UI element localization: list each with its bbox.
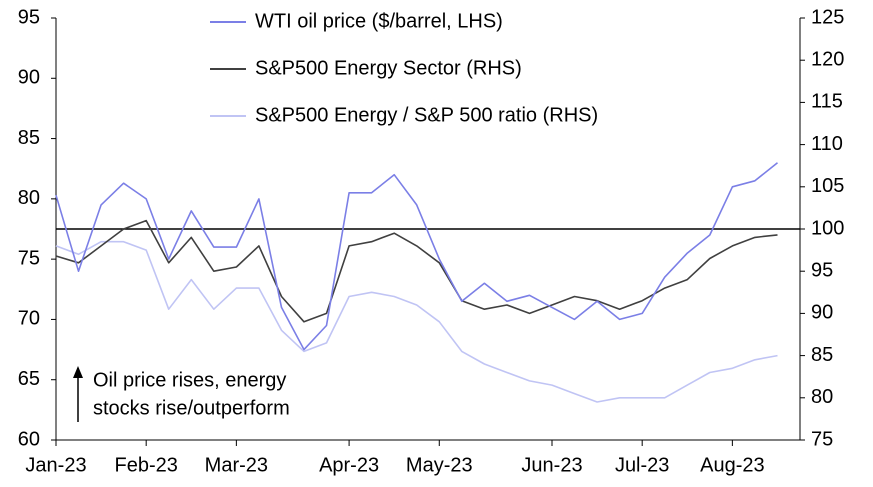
legend-label: S&P500 Energy / S&P 500 ratio (RHS) [255,104,598,126]
y2-tick-label: 90 [811,302,833,324]
annotation-arrowhead [73,366,83,378]
x-tick-label: Apr-23 [319,454,379,476]
x-tick-label: May-23 [406,454,473,476]
series-line [55,162,779,351]
y2-tick-label: 85 [811,344,833,366]
y2-tick-label: 115 [811,91,843,113]
y-tick-label: 85 [18,127,40,149]
y2-tick-label: 125 [811,6,844,28]
legend-label: WTI oil price ($/barrel, LHS) [255,10,503,32]
annotation: stocks rise/outperform [93,397,290,419]
y-tick-label: 70 [18,308,40,330]
y-tick-label: 60 [18,428,40,450]
y-tick-label: 90 [18,67,40,89]
y2-tick-label: 100 [811,217,844,239]
x-tick-label: Jan-23 [25,454,86,476]
y2-tick-label: 95 [811,259,833,281]
y-tick-label: 95 [18,6,40,28]
y2-tick-label: 75 [811,428,833,450]
annotation: Oil price rises, energy [93,369,286,391]
x-tick-label: Aug-23 [700,454,765,476]
y-tick-label: 75 [18,247,40,269]
x-tick-label: Feb-23 [114,454,177,476]
legend-label: S&P500 Energy Sector (RHS) [255,57,522,79]
y2-tick-label: 120 [811,48,844,70]
y2-tick-label: 110 [811,133,843,155]
series-line [55,219,778,323]
x-tick-label: Jul-23 [615,454,669,476]
series-line [55,240,778,403]
y-tick-label: 80 [18,187,40,209]
y-tick-label: 65 [18,368,40,390]
y2-tick-label: 105 [811,175,844,197]
y2-tick-label: 80 [811,386,833,408]
x-tick-label: Jun-23 [521,454,582,476]
x-tick-label: Mar-23 [205,454,268,476]
